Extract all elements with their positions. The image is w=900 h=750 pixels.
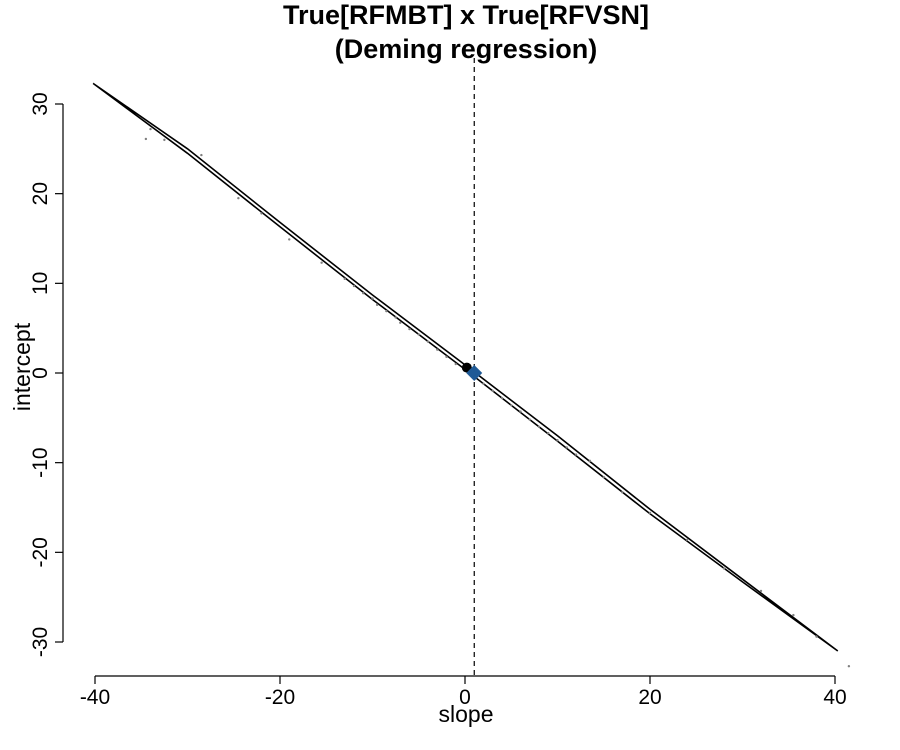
estimate-point-blue [466, 365, 483, 381]
data-point [491, 389, 494, 393]
y-axis-label: intercept [9, 322, 35, 411]
data-point [237, 196, 240, 200]
y-tick-label: 20 [29, 182, 52, 205]
data-point [385, 309, 388, 313]
data-point [394, 316, 397, 319]
x-axis: -40 -20 0 20 40 [80, 675, 847, 709]
data-point [445, 355, 448, 359]
data-point [602, 475, 605, 479]
y-tick-label: 0 [29, 367, 52, 379]
x-tick-label: -20 [265, 686, 295, 709]
data-point [722, 567, 726, 570]
x-tick-label: 40 [823, 686, 846, 709]
data-point [759, 589, 763, 593]
data-point [426, 340, 430, 343]
chart-title: True[RFMBT] x True[RFVSN] [283, 0, 649, 30]
data-point [375, 303, 379, 307]
data-point [399, 321, 402, 324]
data-point [547, 431, 550, 435]
data-point [352, 284, 356, 288]
data-point [519, 410, 522, 413]
data-point [149, 127, 152, 131]
x-tick-label: -40 [80, 686, 110, 709]
data-point [685, 538, 689, 541]
data-point [288, 238, 291, 241]
data-point [792, 613, 795, 617]
y-tick-label: 30 [29, 92, 52, 115]
data-point [362, 291, 365, 295]
data-point [528, 418, 531, 421]
data-point [320, 261, 323, 264]
data-point [556, 439, 559, 442]
y-axis: -30 -20 -10 0 10 20 30 [29, 92, 64, 657]
y-tick-label: -30 [29, 627, 52, 657]
data-point [847, 665, 851, 668]
data-point [436, 348, 439, 351]
data-point [417, 333, 420, 336]
data-point [371, 297, 374, 300]
data-point [574, 453, 578, 456]
y-tick-label: 10 [29, 272, 52, 295]
data-point [343, 277, 346, 281]
data-point [482, 382, 485, 385]
data-point [408, 327, 411, 331]
data-point [163, 138, 166, 142]
chart-subtitle: (Deming regression) [335, 34, 598, 64]
confidence-ellipse [92, 82, 839, 652]
data-point [588, 459, 592, 463]
data-point [500, 396, 504, 400]
data-point [815, 635, 818, 638]
data-point [454, 362, 457, 366]
data-point [621, 491, 624, 494]
data-point [200, 153, 203, 157]
x-tick-label: 20 [638, 686, 661, 709]
data-point [565, 446, 568, 449]
data-point [537, 425, 541, 428]
plot-area [92, 58, 851, 676]
data-point [510, 404, 513, 407]
y-tick-label: -20 [29, 537, 52, 567]
data-point [260, 212, 263, 215]
x-tick-label: 0 [459, 686, 471, 709]
x-axis-label: slope [439, 701, 494, 727]
data-point [648, 511, 652, 515]
y-tick-label: -10 [29, 447, 52, 477]
data-point [144, 137, 148, 141]
